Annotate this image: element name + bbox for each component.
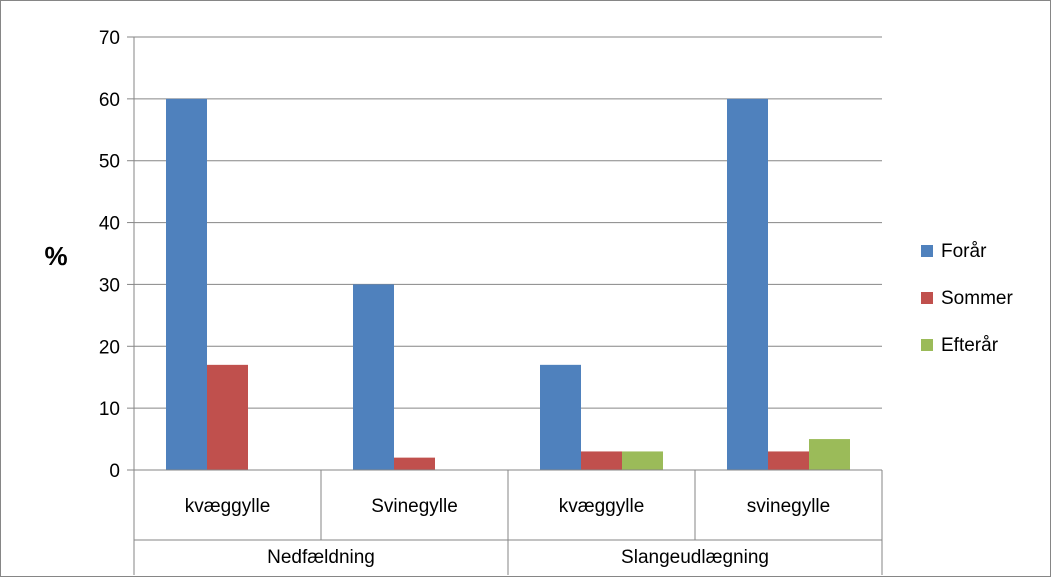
y-tick-label: 20 — [99, 337, 120, 358]
bar-forår-2 — [353, 284, 394, 470]
legend-label: Efterår — [941, 335, 999, 356]
x-group-label: Slangeudlægning — [621, 547, 769, 568]
x-category-label: kvæggylle — [559, 496, 645, 517]
bar-forår-4 — [727, 98, 768, 470]
x-category-label: Svinegylle — [371, 496, 458, 517]
legend-swatch-efterår — [921, 339, 933, 351]
legend-label: Sommer — [941, 288, 1013, 309]
bar-efterår-4 — [809, 439, 850, 470]
y-tick-label: 10 — [99, 399, 120, 420]
bar-forår-3 — [540, 364, 581, 470]
y-tick-label: 0 — [109, 461, 120, 482]
y-axis-label: % — [44, 241, 67, 271]
bar-sommer-2 — [394, 457, 435, 470]
bars — [166, 98, 850, 470]
bar-forår-1 — [166, 98, 207, 470]
axes: 0 10 20 30 40 50 60 70 kvæggylle Svinegylle kvæggy… — [99, 28, 883, 575]
bar-sommer-3 — [581, 451, 622, 470]
gridlines — [134, 36, 882, 409]
y-tick-label: 50 — [99, 152, 120, 173]
y-tick-label: 40 — [99, 214, 120, 235]
legend-swatch-sommer — [921, 292, 933, 304]
legend-label: Forår — [941, 241, 987, 262]
y-tick-label: 30 — [99, 275, 120, 296]
x-group-label: Nedfældning — [267, 547, 375, 568]
bar-efterår-3 — [622, 451, 663, 470]
bar-sommer-4 — [768, 451, 809, 470]
y-tick-label: 70 — [99, 28, 120, 49]
bar-sommer-1 — [207, 364, 248, 470]
x-category-label: kvæggylle — [185, 496, 271, 517]
x-category-label: svinegylle — [747, 496, 830, 517]
legend: Forår Sommer Efterår — [921, 241, 1013, 356]
y-tick-label: 60 — [99, 90, 120, 111]
legend-swatch-forår — [921, 245, 933, 257]
